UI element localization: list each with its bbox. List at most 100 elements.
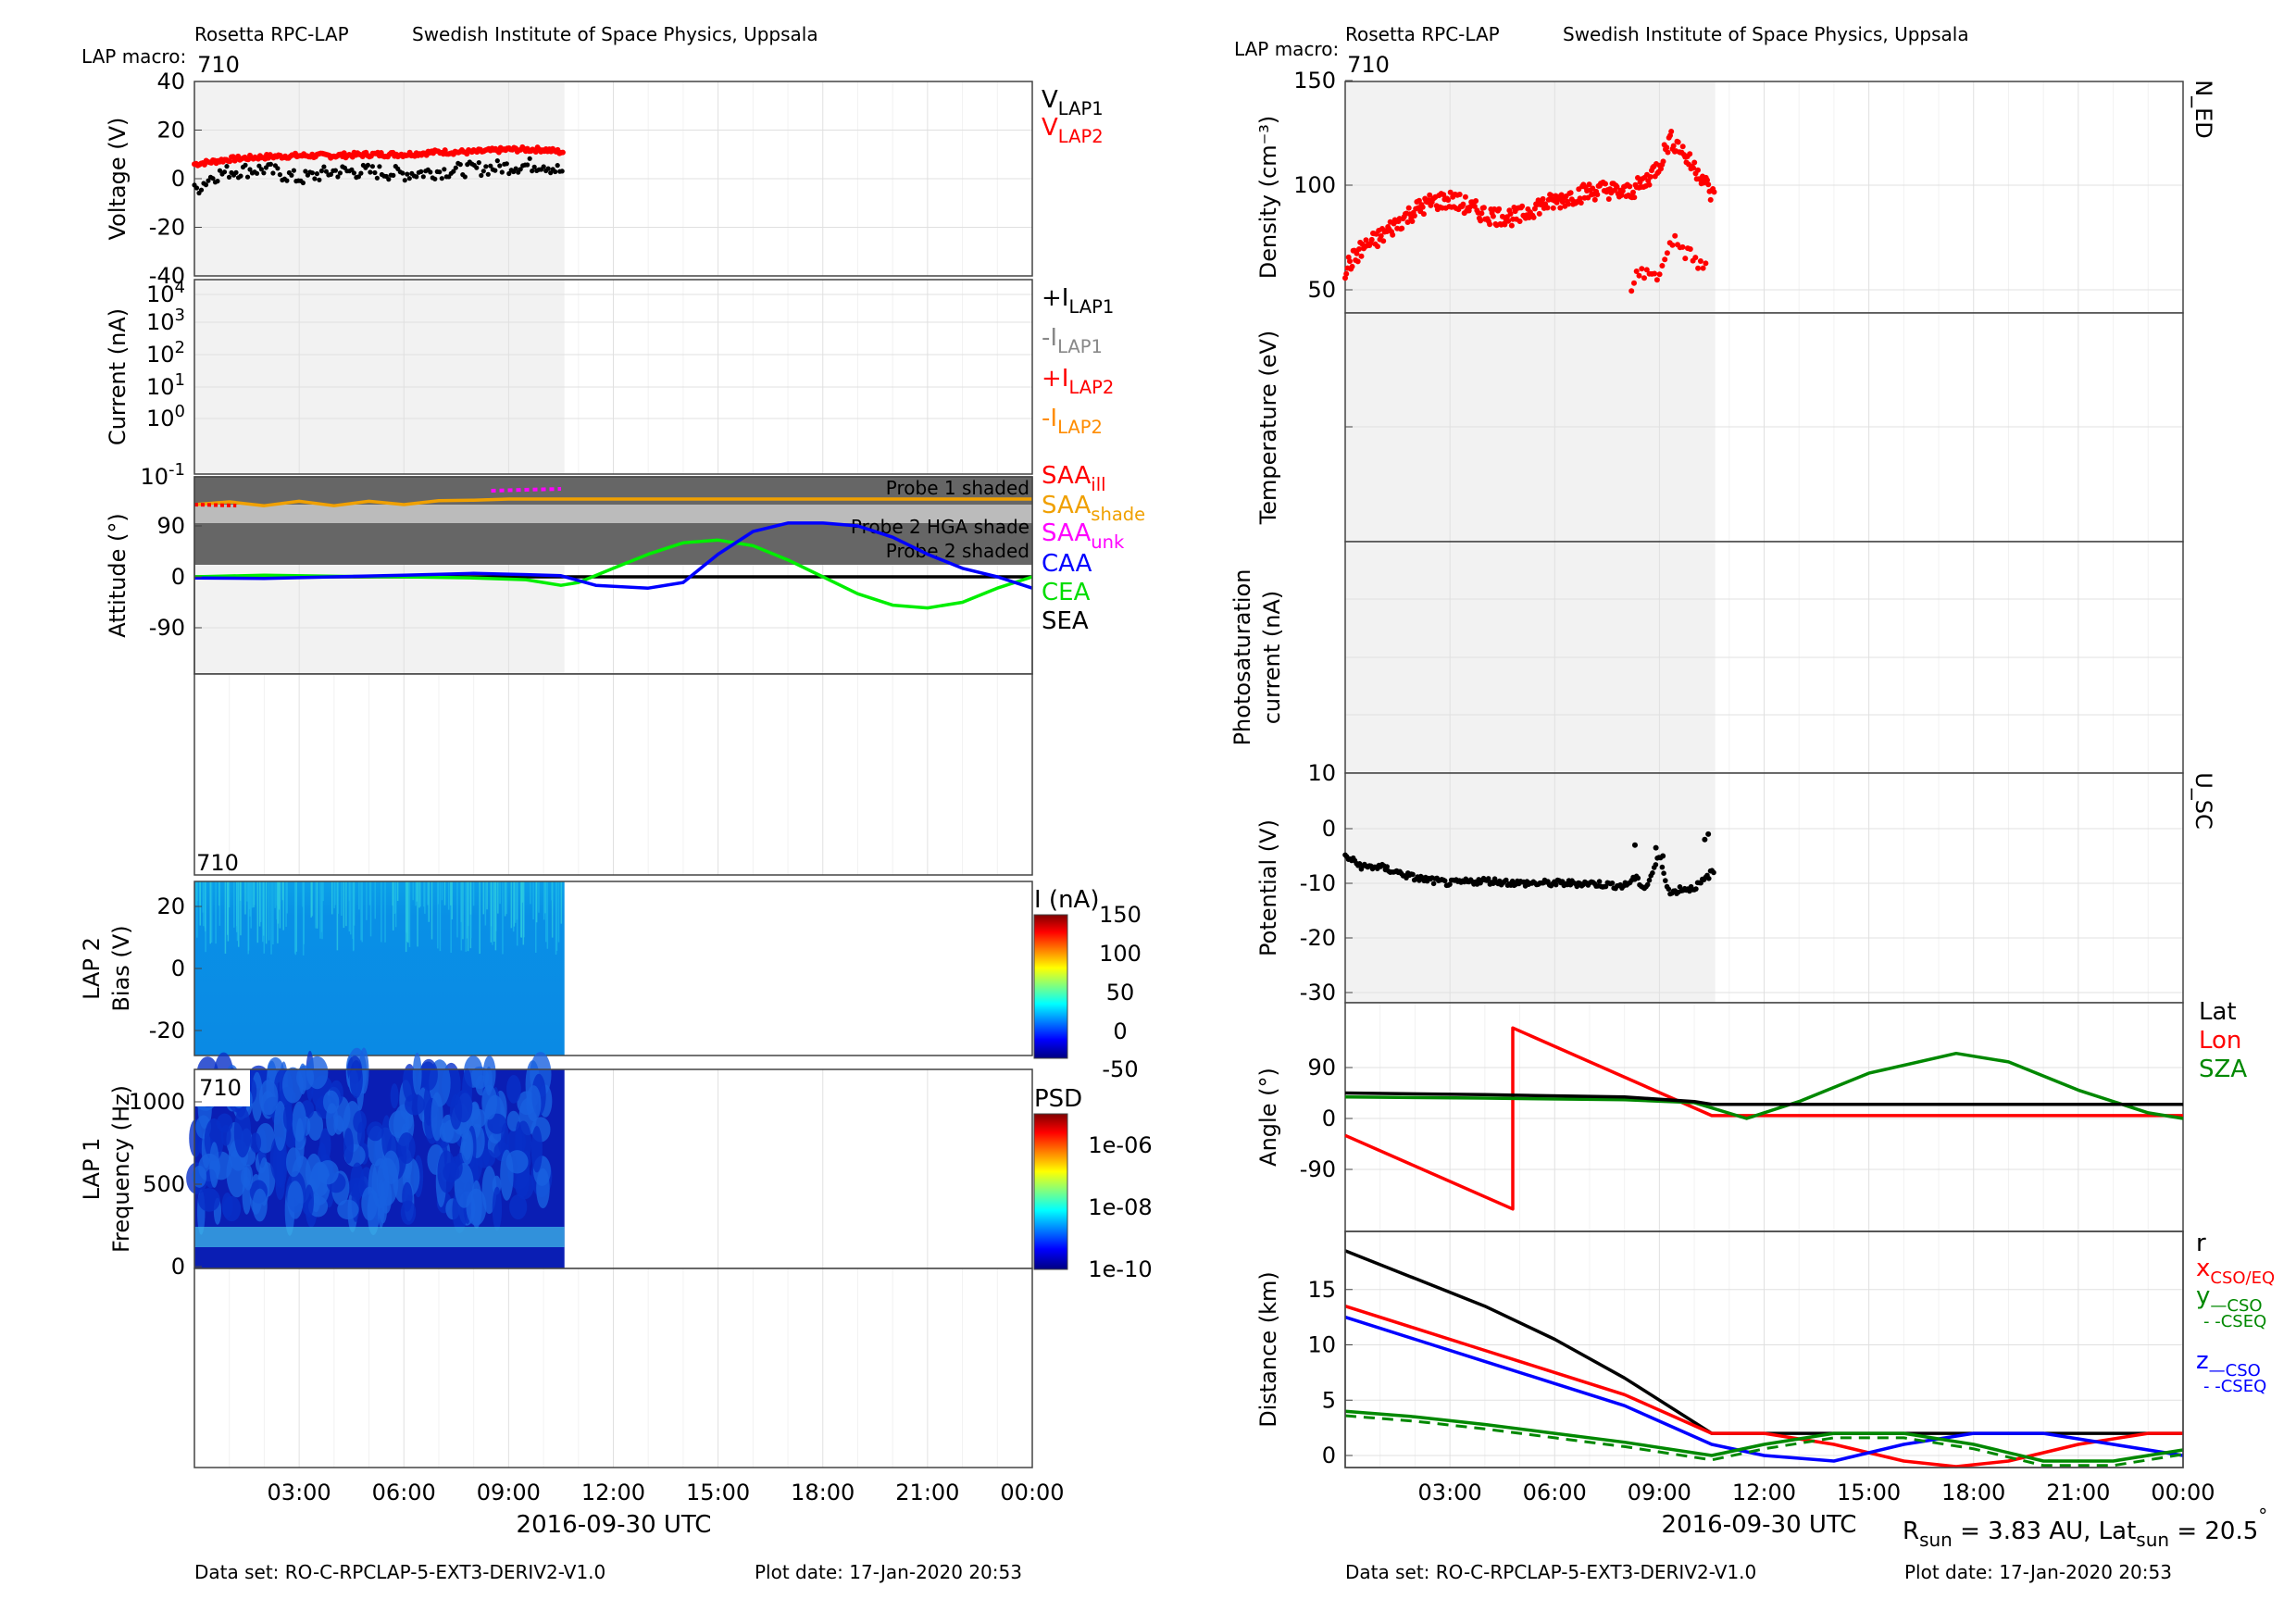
right-xtick: 18:00	[1941, 1480, 2005, 1505]
density-point	[1578, 200, 1584, 206]
potential-point	[1603, 883, 1609, 890]
left-header-title: Rosetta RPC-LAP	[194, 23, 349, 45]
density-low-point	[1664, 250, 1670, 256]
density-point	[1354, 258, 1361, 265]
lap1-heatmap-blob	[317, 1160, 339, 1185]
density-point	[1548, 192, 1554, 198]
lap1-heatmap-blob	[402, 1181, 413, 1212]
left-empty-panel-2	[193, 1268, 1033, 1468]
density-point	[1695, 167, 1701, 173]
density-point	[1536, 210, 1542, 217]
voltage-lap1-point	[303, 169, 308, 174]
lap1-colorbar	[1033, 1113, 1068, 1270]
distance-y-cseq-line	[1344, 1414, 2184, 1468]
density-point	[1399, 225, 1405, 231]
lap1-colorbar-tick: 1e-10	[1088, 1256, 1152, 1282]
voltage-lap1-point	[414, 174, 419, 180]
density-point	[1405, 205, 1412, 211]
angle-lon-line	[1344, 1026, 2183, 1211]
density-point	[1704, 177, 1710, 183]
right-footer-plotdate: Plot date: 17-Jan-2020 20:53	[1904, 1561, 2172, 1583]
voltage-lap1-point	[400, 170, 406, 176]
distance-legend-3: - -CSEQ	[2203, 1312, 2266, 1331]
density-point	[1577, 195, 1583, 202]
density-low-point	[1633, 269, 1640, 274]
lap1-heatmap-blob	[349, 1060, 363, 1099]
voltage-lap1-point	[284, 178, 290, 183]
density-ytick: 100	[1293, 172, 1336, 198]
voltage-lap1-point	[332, 168, 338, 173]
density-low-point	[1669, 242, 1676, 248]
density-point	[1619, 188, 1626, 194]
lap1-heatmap-blob	[430, 1092, 443, 1142]
voltage-lap1-point	[437, 169, 443, 175]
voltage-lap1-point	[268, 161, 273, 167]
lap2-colorbar-tick: 50	[1106, 980, 1135, 1006]
lap1-heatmap-blob	[405, 1093, 425, 1116]
potential-point	[1693, 886, 1699, 892]
voltage-lap1-point	[555, 163, 560, 169]
voltage-lap1-point	[351, 170, 356, 176]
voltage-lap1-point	[217, 168, 223, 173]
potential-point	[1609, 881, 1616, 886]
lap1-heatmap-blob	[343, 1128, 354, 1164]
density-low-point	[1695, 265, 1702, 271]
right-header-institute: Swedish Institute of Space Physics, Upps…	[1563, 23, 1969, 45]
lap1-macro-box	[194, 1069, 250, 1106]
temperature-panel	[1344, 312, 2184, 543]
lap1-macro-label: 710	[199, 1075, 242, 1101]
potential-point	[1384, 864, 1390, 869]
density-point	[1347, 258, 1353, 265]
density-low-point	[1653, 277, 1660, 283]
lap1-heatmap-blob	[466, 1188, 487, 1226]
density-point	[1420, 211, 1427, 218]
density-point	[1404, 219, 1411, 225]
density-point	[1505, 218, 1512, 224]
density-point	[1664, 144, 1670, 151]
voltage-lap1-point	[374, 175, 380, 181]
voltage-lap1-point	[233, 169, 239, 175]
lap1-heatmap-blob	[333, 1115, 344, 1135]
right-xtick: 00:00	[2151, 1480, 2215, 1505]
potential-side-label: U_SC	[2190, 772, 2216, 830]
density-point	[1380, 238, 1387, 244]
left-macro-label: LAP macro:	[81, 45, 186, 68]
lap2-ytick: 0	[171, 956, 185, 981]
voltage-lap1-point	[270, 170, 276, 176]
potential-point	[1410, 871, 1416, 878]
right-xtick: 09:00	[1628, 1480, 1691, 1505]
density-ytick: 150	[1293, 68, 1336, 94]
lap1-heatmap-blob	[337, 1199, 359, 1220]
voltage-lap1-point	[317, 177, 322, 182]
caa-line	[193, 521, 1033, 590]
right-xtick: 12:00	[1732, 1480, 1796, 1505]
density-low-point	[1672, 232, 1678, 239]
angle-legend-1: Lon	[2199, 1027, 2241, 1055]
lap1-ylabel: Frequency (Hz)	[108, 1085, 134, 1253]
distance-legend-0: r	[2196, 1230, 2206, 1257]
lap1-ytick: 1000	[129, 1089, 185, 1115]
density-point	[1354, 250, 1360, 256]
attitude-legend-1: SAAshade	[1042, 492, 1145, 525]
lap1-heatmap-blob	[530, 1125, 543, 1173]
density-point	[1618, 192, 1625, 198]
voltage-lap1-point	[480, 169, 486, 174]
voltage-lap1-point	[358, 170, 364, 176]
density-point	[1368, 236, 1375, 243]
saa-ill-line	[193, 503, 237, 507]
lap2-macro-label: 710	[196, 850, 239, 876]
potential-point	[1485, 876, 1491, 881]
lap1-heatmap-blob	[306, 1056, 329, 1090]
density-side-label: N_ED	[2190, 80, 2216, 139]
lap1-colorbar-tick: 1e-08	[1088, 1194, 1152, 1220]
lap1-ytick: 500	[143, 1171, 185, 1197]
density-point	[1711, 189, 1717, 195]
lap1-heatmap-blob	[192, 1165, 207, 1188]
voltage-lap1-point	[518, 167, 523, 172]
potential-outlier	[1653, 844, 1659, 851]
density-point	[1679, 144, 1686, 150]
voltage-lap1-point	[386, 177, 392, 182]
voltage-lap1-point	[215, 179, 220, 184]
potential-point	[1646, 877, 1653, 883]
lap1-heatmap-blob	[258, 1079, 279, 1116]
